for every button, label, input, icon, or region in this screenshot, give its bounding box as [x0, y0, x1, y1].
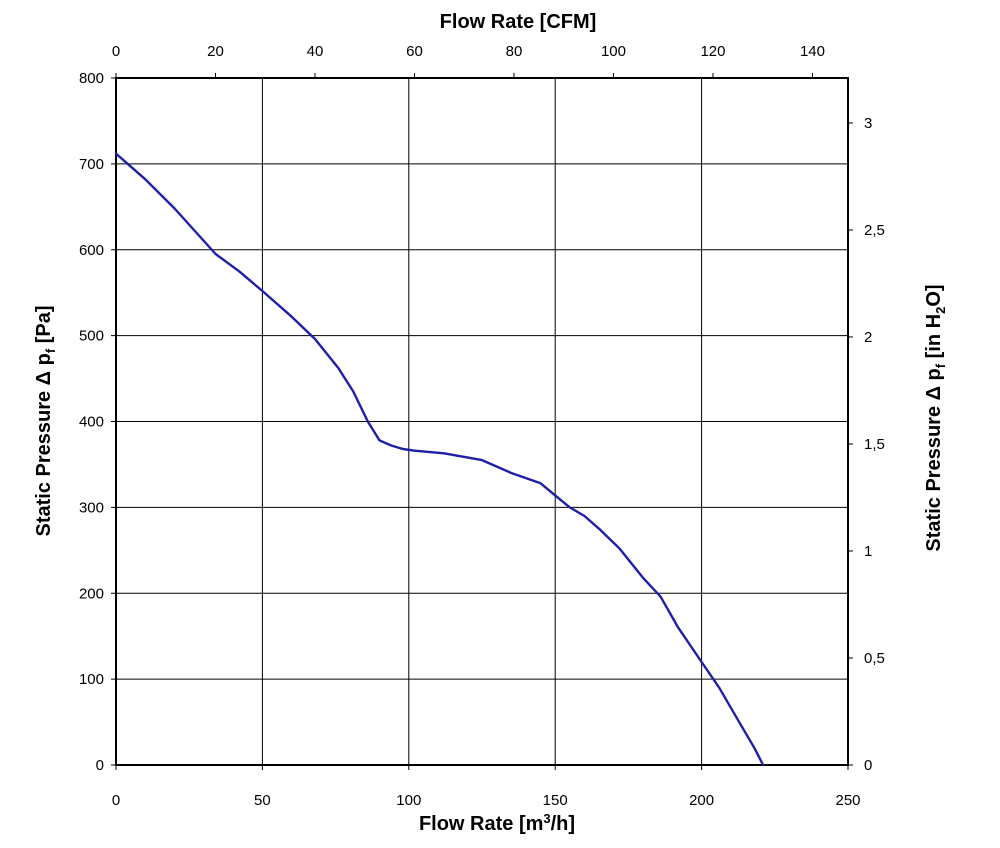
- top-tick-label-1: 20: [207, 43, 224, 60]
- left-tick-label-5: 500: [79, 328, 104, 345]
- bottom-axis-title-main: Flow Rate [m: [419, 813, 543, 835]
- right-axis-ticks: 0 0,5 1 1,5 2 2,5 3: [848, 115, 885, 774]
- bottom-tick-label-5: 250: [835, 792, 860, 809]
- left-axis-title-tail: [Pa]: [33, 305, 55, 348]
- bottom-axis-title-tail: /h]: [551, 813, 575, 835]
- left-axis-title: Static Pressure Δ pf [Pa]: [33, 305, 58, 536]
- grid-lines: [115, 77, 849, 766]
- top-tick-label-6: 120: [700, 43, 725, 60]
- top-tick-label-5: 100: [601, 43, 626, 60]
- bottom-tick-label-1: 50: [254, 792, 271, 809]
- left-axis-ticks: 0 100 200 300 400 500 600 700 800: [79, 70, 116, 774]
- right-axis-title-tail: O]: [923, 284, 945, 306]
- right-axis-title-sub2: 2: [933, 307, 948, 314]
- left-tick-label-8: 800: [79, 70, 104, 87]
- right-tick-label-5: 2,5: [864, 222, 885, 239]
- series-layer: [114, 152, 765, 767]
- bottom-axis-title-sup: 3: [543, 811, 550, 826]
- bottom-axis-ticks: 0 50 100 150 200 250: [112, 765, 861, 809]
- top-tick-label-4: 80: [506, 43, 523, 60]
- left-tick-label-6: 600: [79, 242, 104, 259]
- bottom-tick-label-2: 100: [396, 792, 421, 809]
- bottom-tick-label-3: 150: [543, 792, 568, 809]
- left-axis-title-main: Static Pressure Δ p: [33, 353, 55, 536]
- right-tick-label-0: 0: [864, 757, 872, 774]
- top-axis-ticks: 0 20 40 60 80 100 120 140: [112, 43, 825, 78]
- right-tick-label-2: 1: [864, 543, 872, 560]
- left-tick-label-7: 700: [79, 156, 104, 173]
- bottom-tick-label-4: 200: [689, 792, 714, 809]
- left-tick-label-4: 400: [79, 414, 104, 431]
- top-tick-label-3: 60: [406, 43, 423, 60]
- right-tick-label-3: 1,5: [864, 436, 885, 453]
- right-axis-title: Static Pressure Δ pf [in H2O]: [923, 284, 948, 551]
- top-tick-label-7: 140: [800, 43, 825, 60]
- left-axis-title-sub: f: [43, 348, 58, 353]
- right-tick-label-1: 0,5: [864, 650, 885, 667]
- left-tick-label-1: 100: [79, 671, 104, 688]
- series-line-0: [114, 152, 765, 767]
- left-tick-label-0: 0: [96, 757, 104, 774]
- right-tick-label-6: 3: [864, 115, 872, 132]
- left-tick-label-2: 200: [79, 585, 104, 602]
- right-axis-title-sub: f: [933, 363, 948, 368]
- top-tick-label-2: 40: [307, 43, 324, 60]
- top-tick-label-0: 0: [112, 43, 120, 60]
- right-axis-title-mid: [in H: [923, 314, 945, 364]
- right-tick-label-4: 2: [864, 329, 872, 346]
- top-axis-title: Flow Rate [CFM]: [440, 11, 597, 33]
- bottom-tick-label-0: 0: [112, 792, 120, 809]
- right-axis-title-main: Static Pressure Δ p: [923, 368, 945, 551]
- left-tick-label-3: 300: [79, 499, 104, 516]
- bottom-axis-title: Flow Rate [m3/h]: [419, 811, 575, 835]
